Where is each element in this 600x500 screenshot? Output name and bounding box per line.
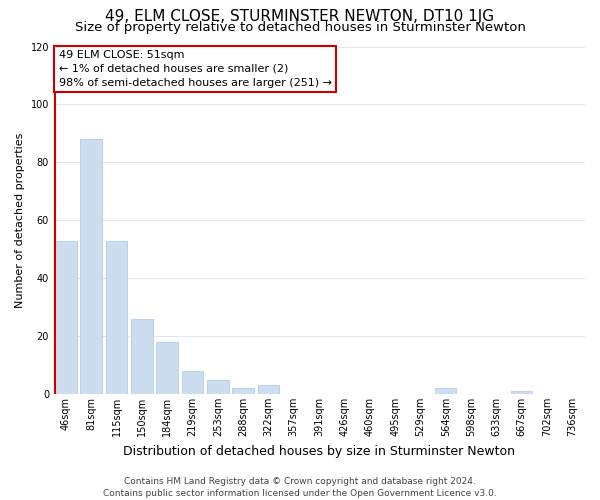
Text: Size of property relative to detached houses in Sturminster Newton: Size of property relative to detached ho… bbox=[74, 22, 526, 35]
X-axis label: Distribution of detached houses by size in Sturminster Newton: Distribution of detached houses by size … bbox=[123, 444, 515, 458]
Bar bbox=[511, 391, 532, 394]
Bar bbox=[182, 371, 203, 394]
Text: 49, ELM CLOSE, STURMINSTER NEWTON, DT10 1JG: 49, ELM CLOSE, STURMINSTER NEWTON, DT10 … bbox=[106, 9, 494, 24]
Bar bbox=[55, 240, 77, 394]
Bar bbox=[80, 139, 102, 394]
Y-axis label: Number of detached properties: Number of detached properties bbox=[15, 132, 25, 308]
Bar bbox=[258, 386, 279, 394]
Bar bbox=[435, 388, 457, 394]
Bar bbox=[131, 318, 152, 394]
Bar bbox=[106, 240, 127, 394]
Text: 49 ELM CLOSE: 51sqm
← 1% of detached houses are smaller (2)
98% of semi-detached: 49 ELM CLOSE: 51sqm ← 1% of detached hou… bbox=[59, 50, 332, 88]
Bar bbox=[157, 342, 178, 394]
Bar bbox=[207, 380, 229, 394]
Text: Contains HM Land Registry data © Crown copyright and database right 2024.
Contai: Contains HM Land Registry data © Crown c… bbox=[103, 476, 497, 498]
Bar bbox=[232, 388, 254, 394]
